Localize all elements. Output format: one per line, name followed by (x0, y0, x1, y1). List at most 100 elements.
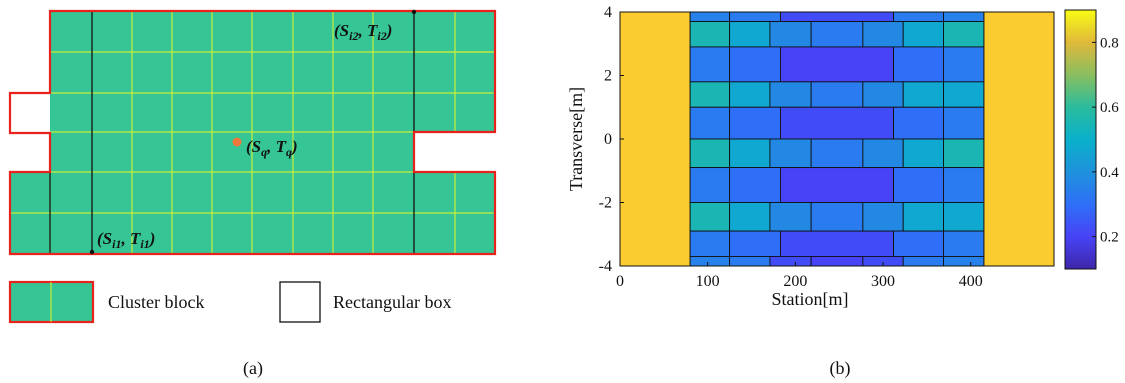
heatmap-block (902, 202, 944, 232)
heatmap-block (943, 81, 985, 108)
heatmap-block (902, 81, 944, 108)
y-axis-label: Transverse[m] (566, 87, 586, 191)
caption-a: (a) (243, 358, 263, 379)
label-s-i1-t-i1: (Si1, Ti1) (97, 229, 155, 251)
heatmap-block (862, 138, 904, 169)
x-tick-label: 300 (871, 273, 895, 290)
heatmap-block (769, 256, 812, 267)
x-tick-label: 400 (959, 273, 983, 290)
y-tick-label: 2 (604, 68, 612, 85)
heatmap-block (943, 230, 985, 257)
heatmap-block (893, 106, 944, 140)
heatmap-block (943, 167, 985, 203)
left-notch (8, 94, 50, 133)
heatmap-block (689, 138, 731, 169)
colorbar-tick-label: 0.2 (1100, 230, 1119, 246)
colorbar (1064, 9, 1097, 270)
heatmap-block (769, 81, 812, 108)
heatmap-block (810, 81, 864, 108)
y-axis-ticks: -4 -2 0 2 4 (599, 4, 624, 275)
heatmap-block (902, 138, 944, 169)
heatmap-block (943, 46, 985, 83)
heatmap-block (779, 230, 895, 257)
heatmap-block (779, 167, 895, 203)
heatmap-block (689, 81, 731, 108)
y-tick-label: -2 (599, 195, 612, 212)
heatmap-block (943, 256, 985, 267)
label-s-i2-t-i2: (Si2, Ti2) (334, 21, 392, 43)
x-axis-ticks: 0 100 200 300 400 (616, 262, 983, 290)
heatmap-block (862, 81, 904, 108)
heatmap-block (893, 230, 944, 257)
heatmap-cells (619, 11, 1055, 267)
cluster-outline (8, 9, 497, 256)
heatmap-block (689, 167, 731, 203)
heatmap-block (943, 21, 985, 48)
y-tick-label: -4 (599, 258, 612, 275)
heatmap-block (810, 138, 864, 169)
panel-b: 0 100 200 300 400 -4 -2 0 2 4 Station[m] Transve… (566, 4, 1119, 379)
heatmap-block (769, 21, 812, 48)
y-tick-label: 4 (604, 4, 612, 21)
heatmap-block (689, 46, 731, 83)
colorbar-tick-label: 0.6 (1100, 100, 1119, 116)
heatmap-block (902, 21, 944, 48)
heatmap-block (893, 46, 944, 83)
label-s-q-t-q: (Sq, Tq) (246, 137, 298, 159)
heatmap-block (943, 11, 985, 22)
heatmap-block (769, 202, 812, 232)
heatmap-block (729, 138, 771, 169)
heatmap-block (689, 230, 731, 257)
corner-point-i1 (89, 249, 95, 255)
heatmap-block (689, 202, 731, 232)
colorbar-ticks: 0.2 0.4 0.6 0.8 (1092, 35, 1119, 246)
heatmap-block (729, 167, 781, 203)
heatmap-block (729, 21, 771, 48)
legend-cluster-label: Cluster block (108, 292, 205, 312)
colorbar-tick-label: 0.4 (1100, 165, 1119, 181)
heatmap-block (810, 202, 864, 232)
heatmap-block (893, 11, 944, 22)
heatmap-block (729, 202, 771, 232)
right-notch (414, 132, 497, 171)
heatmap-block (862, 21, 904, 48)
heatmap-block (729, 81, 771, 108)
query-point (232, 137, 242, 147)
heatmap-block (689, 106, 731, 140)
heatmap-block (810, 21, 864, 48)
x-axis-label: Station[m] (772, 289, 849, 309)
legend-cluster-block: Cluster block (8, 280, 205, 324)
heatmap-block (862, 202, 904, 232)
legend-rectangular-box: Rectangular box (279, 281, 451, 323)
heatmap-block (943, 138, 985, 169)
heatmap-block (729, 256, 771, 267)
heatmap-block (769, 138, 812, 169)
heatmap-block (943, 106, 985, 140)
heatmap-block (779, 46, 895, 83)
x-tick-label: 0 (616, 273, 624, 290)
heatmap-block (689, 21, 731, 48)
heatmap-block (729, 11, 781, 22)
heatmap-block (810, 256, 864, 267)
heatmap-block (779, 106, 895, 140)
legend-rect-label: Rectangular box (333, 292, 451, 312)
caption-b: (b) (830, 358, 851, 379)
heatmap-block (983, 11, 1055, 267)
heatmap-block (729, 46, 781, 83)
heatmap-block (729, 230, 781, 257)
heatmap-block (779, 11, 895, 22)
heatmap-block (689, 256, 731, 267)
heatmap-block (943, 202, 985, 232)
heatmap-block (729, 106, 781, 140)
panel-a: (Si2, Ti2) (Sq, Tq) (Si1, Ti1) Cluster b… (8, 9, 497, 379)
corner-point-i2 (411, 9, 417, 15)
colorbar-tick-label: 0.8 (1100, 35, 1119, 51)
heatmap-block (893, 167, 944, 203)
heatmap-block (902, 256, 944, 267)
heatmap-block (689, 11, 731, 22)
x-tick-label: 200 (783, 273, 807, 290)
x-tick-label: 100 (696, 273, 720, 290)
y-tick-label: 0 (604, 131, 612, 148)
heatmap-block (619, 11, 691, 267)
